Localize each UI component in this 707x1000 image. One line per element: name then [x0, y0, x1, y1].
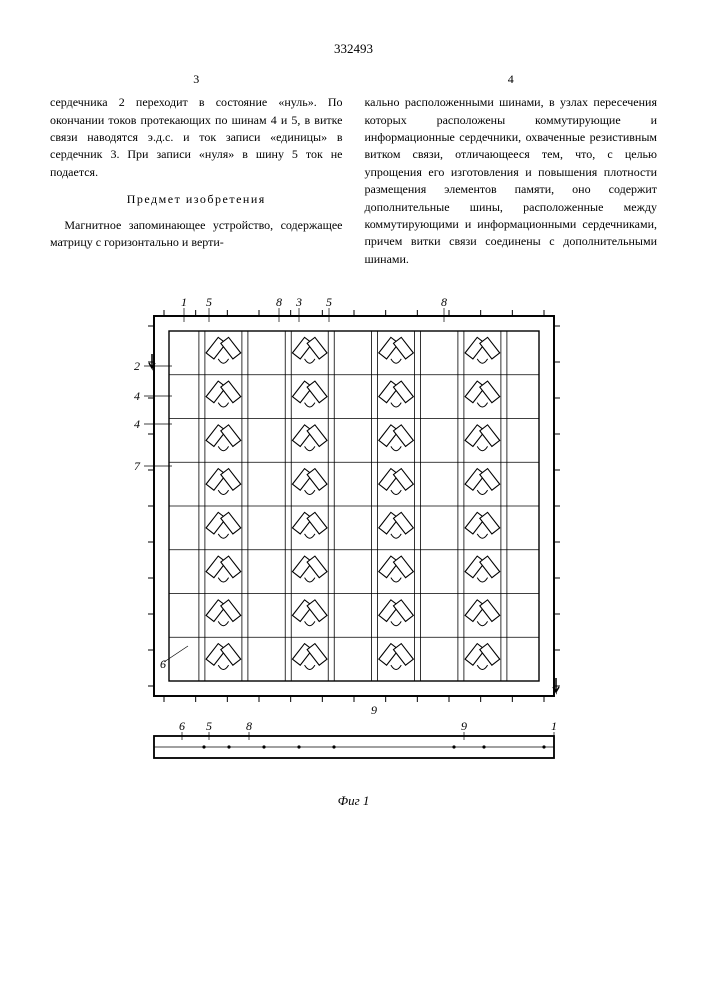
svg-text:9: 9: [461, 719, 467, 733]
right-para-1: кально расположенными шинами, в узлах пе…: [365, 94, 658, 268]
svg-text:8: 8: [276, 296, 282, 309]
col-number-right: 4: [365, 71, 658, 88]
text-columns: 3 сердечника 2 переходит в состояние «ну…: [50, 71, 657, 268]
claim-start: Магнитное запоминающее устройство, содер…: [50, 217, 343, 252]
left-para-1: сердечника 2 переходит в состояние «нуль…: [50, 94, 343, 181]
svg-text:7: 7: [134, 459, 141, 473]
right-column: 4 кально расположенными шинами, в узлах …: [365, 71, 658, 268]
section-title: Предмет изобретения: [50, 191, 343, 208]
svg-text:9: 9: [371, 703, 377, 717]
svg-text:1: 1: [551, 719, 557, 733]
figure-1: 15835824476915689 Фиг 1: [50, 296, 657, 811]
svg-text:5: 5: [326, 296, 332, 309]
svg-text:4: 4: [134, 417, 140, 431]
svg-text:8: 8: [246, 719, 252, 733]
svg-text:8: 8: [441, 296, 447, 309]
svg-text:5: 5: [206, 719, 212, 733]
svg-text:4: 4: [134, 389, 140, 403]
svg-text:3: 3: [295, 296, 302, 309]
svg-text:2: 2: [134, 359, 140, 373]
svg-text:5: 5: [206, 296, 212, 309]
col-number-left: 3: [50, 71, 343, 88]
svg-text:6: 6: [160, 657, 166, 671]
figure-caption: Фиг 1: [50, 792, 657, 811]
left-column: 3 сердечника 2 переходит в состояние «ну…: [50, 71, 343, 268]
patent-number: 332493: [50, 40, 657, 59]
svg-text:6: 6: [179, 719, 185, 733]
svg-text:1: 1: [181, 296, 187, 309]
figure-1-svg: 15835824476915689: [134, 296, 574, 786]
